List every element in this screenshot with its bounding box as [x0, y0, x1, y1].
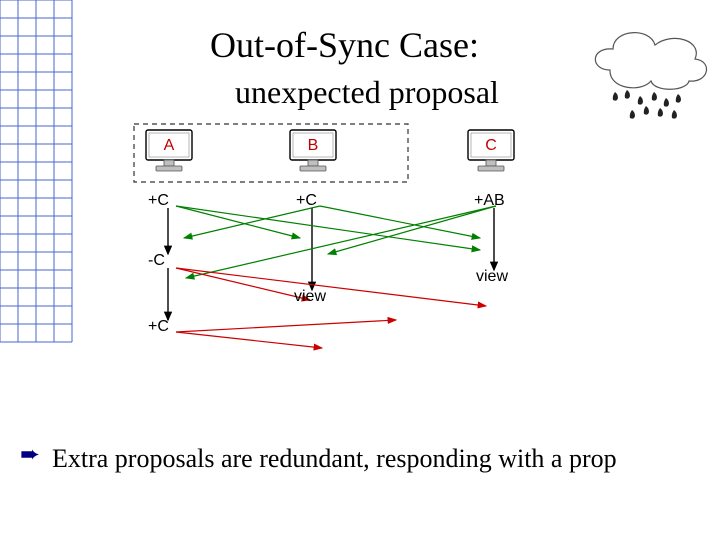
- col-c-event-1: view: [476, 268, 508, 286]
- svg-text:A: A: [164, 137, 175, 154]
- svg-text:B: B: [308, 137, 319, 154]
- col-a-event-1: -C: [148, 252, 165, 270]
- col-b-event-0: +C: [296, 192, 317, 210]
- footer-text: Extra proposals are redundant, respondin…: [52, 444, 617, 474]
- col-a-event-2: +C: [148, 318, 169, 336]
- col-c-event-0: +AB: [474, 192, 505, 210]
- col-b-event-1: view: [294, 288, 326, 306]
- bullet-arrow-icon: ➨: [20, 440, 40, 469]
- col-a-event-0: +C: [148, 192, 169, 210]
- sequence-diagram: A B C: [0, 0, 720, 400]
- svg-text:C: C: [485, 137, 497, 154]
